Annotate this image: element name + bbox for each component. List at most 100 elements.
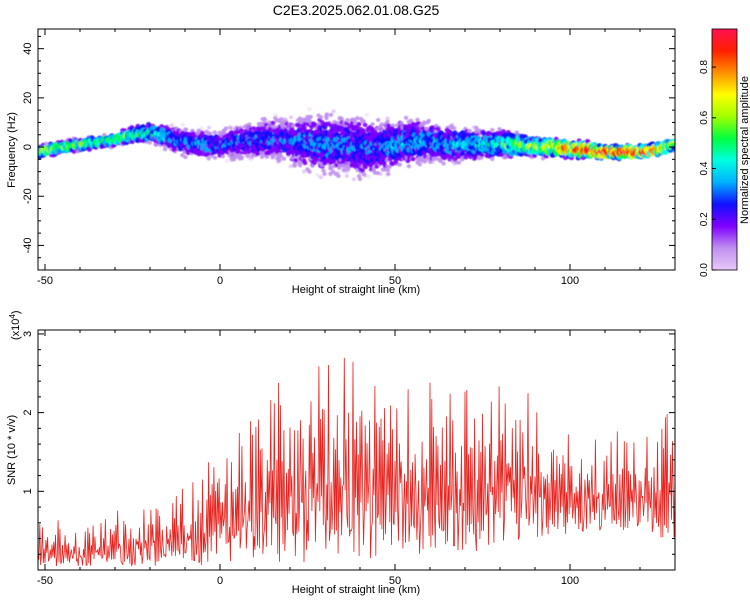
x-tick-label: 0 xyxy=(217,275,223,287)
spectrogram-cell xyxy=(403,115,409,120)
colorbar-tick-label: 0.8 xyxy=(699,60,710,74)
spectrogram-cell xyxy=(206,156,211,161)
spectrogram-cell xyxy=(490,127,495,132)
spectrogram-cell xyxy=(270,120,276,126)
spectrogram-cell xyxy=(389,161,394,166)
spectrogram-cell xyxy=(324,114,329,119)
spectrogram-cell xyxy=(307,107,312,111)
spectrogram-cell xyxy=(312,122,318,128)
spectrogram-cell xyxy=(242,150,248,155)
x-tick-label: -50 xyxy=(37,575,53,587)
spectrogram-cell xyxy=(336,120,341,126)
spectrogram-cell xyxy=(415,117,420,122)
spectrogram-cell xyxy=(307,169,312,174)
colorbar-tick-label: 0.4 xyxy=(699,161,710,175)
spectrogram-cell xyxy=(424,126,430,131)
spectrogram-cell xyxy=(426,118,431,123)
spectrogram-cell xyxy=(212,130,217,135)
spectrogram-cell xyxy=(370,122,375,127)
spectrogram-cell xyxy=(262,116,267,121)
spectrogram-cell xyxy=(229,126,234,131)
spectrogram-cell xyxy=(339,116,344,121)
spectrogram-cell xyxy=(318,175,323,180)
spectrogram-cell xyxy=(249,155,254,160)
spectrogram-cell xyxy=(290,123,296,128)
spectrogram-cell xyxy=(180,122,185,127)
spectrogram-cell xyxy=(224,159,229,164)
x-tick-label: 100 xyxy=(561,275,579,287)
spectrogram-cell xyxy=(362,173,368,178)
spectrogram-cell xyxy=(288,115,294,120)
spectrogram-cell xyxy=(321,168,326,173)
spectrogram-cell xyxy=(239,156,244,161)
spectrogram-cell xyxy=(344,173,349,178)
spectrogram-cell xyxy=(251,126,257,131)
spectrogram-cell xyxy=(490,156,495,162)
spectrogram-cell xyxy=(406,164,412,169)
colorbar-scale xyxy=(711,28,738,271)
spectrogram-cell xyxy=(220,154,226,159)
spectrogram-cell xyxy=(71,149,77,154)
x-tick-label: 0 xyxy=(217,575,223,587)
colorbar: 0.00.20.40.60.8 Normalized spectral ampl… xyxy=(699,28,750,277)
spectrogram-cell xyxy=(410,156,416,162)
spectrogram-cell xyxy=(356,174,362,179)
spectrogram-cell xyxy=(467,128,472,133)
spectrogram-cell xyxy=(180,153,185,158)
colorbar-tick-label: 0.2 xyxy=(699,212,710,226)
spectrogram-cell xyxy=(441,161,446,166)
spectrogram-cell xyxy=(328,112,334,117)
spectrogram-cell xyxy=(277,152,283,157)
spectrogram-cell xyxy=(364,113,369,117)
spectrogram-cell xyxy=(456,160,462,165)
spectrogram-cell xyxy=(308,114,313,119)
spectrogram-cell xyxy=(219,150,225,155)
spectrogram-cell xyxy=(318,115,324,120)
spectrogram-cell xyxy=(147,140,152,145)
spectrogram-cell xyxy=(198,133,204,138)
y-tick-label: 0 xyxy=(22,144,34,150)
x-tick-label: 100 xyxy=(561,575,579,587)
spectrogram-cell xyxy=(450,122,455,127)
spectrogram-cell xyxy=(376,118,381,122)
colorbar-label: Normalized spectral amplitude xyxy=(739,76,750,224)
spectrogram-cell xyxy=(288,164,293,169)
spectrogram-cell xyxy=(223,126,229,131)
spectrogram-cell xyxy=(261,125,267,131)
spectrogram-cell xyxy=(247,122,252,127)
figure-title: C2E3.2025.062.01.08.G25 xyxy=(273,2,440,18)
spectrogram-cell xyxy=(162,147,168,152)
x-tick-label: -50 xyxy=(37,275,53,287)
spectrogram-cell xyxy=(335,171,340,175)
spectrogram-marks xyxy=(38,107,675,182)
spectrogram-cell xyxy=(212,155,218,160)
spectrogram-cell xyxy=(233,154,239,159)
spectrogram-cell xyxy=(378,172,383,176)
spectrogram-cell xyxy=(283,117,288,122)
y-tick-label: 20 xyxy=(22,92,34,104)
spectrogram-cell xyxy=(344,121,350,126)
spectrogram-cell xyxy=(276,157,281,162)
spectrogram-cell xyxy=(302,169,307,174)
spectrogram-cell xyxy=(153,142,159,147)
spectrogram-cell xyxy=(514,130,520,135)
spectrogram-cell xyxy=(293,157,299,163)
spectrogram-cell xyxy=(502,154,508,159)
spectrogram-cell xyxy=(312,160,317,165)
spectrogram-cell xyxy=(207,125,212,130)
spectrogram-cell xyxy=(336,173,341,178)
spectrogram-cell xyxy=(273,113,278,118)
spectrogram-cell xyxy=(355,116,360,121)
spectrogram-x-axis-label: Height of straight line (km) xyxy=(292,284,420,296)
spectrogram-cell xyxy=(386,172,391,176)
spectrogram-cell xyxy=(183,127,188,132)
spectrogram-cell xyxy=(417,162,423,167)
colorbar-tick-label: 0.6 xyxy=(699,110,710,124)
spectrogram-cell xyxy=(183,155,188,160)
spectrogram-cell xyxy=(345,118,350,123)
spectrogram-cell xyxy=(306,118,312,123)
spectrogram-cell xyxy=(337,163,343,168)
spectrogram-y-axis-label: Frequency (Hz) xyxy=(6,112,18,188)
spectrogram-cell xyxy=(302,160,308,166)
